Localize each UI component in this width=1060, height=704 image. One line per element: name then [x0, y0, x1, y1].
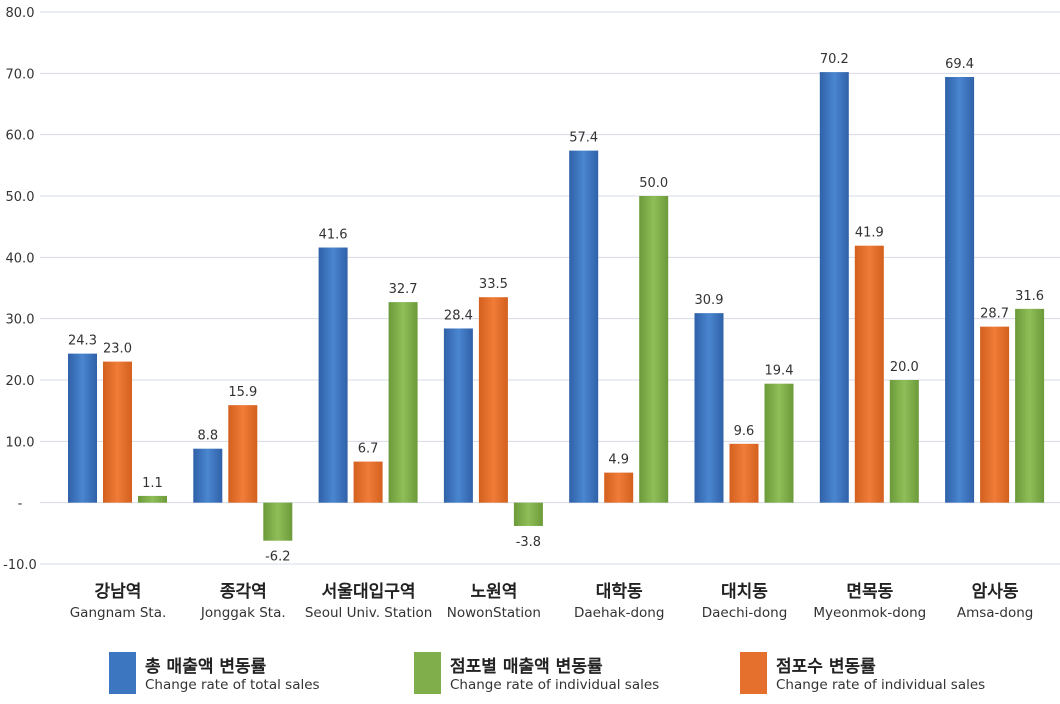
- legend-label-en: Change rate of individual sales: [450, 677, 660, 693]
- bar-chart: -10.0-10.020.030.040.050.060.070.080.0 2…: [3, 6, 1060, 621]
- data-label: 33.5: [479, 277, 508, 292]
- bar-store-count: [604, 472, 634, 503]
- bar-total-sales: [819, 72, 849, 503]
- bar-store-count: [228, 405, 258, 503]
- x-category-label: 강남역: [95, 582, 142, 602]
- legend-label-ko: 점포별 매출액 변동률: [450, 657, 603, 677]
- x-category-sublabel: Gangnam Sta.: [70, 605, 167, 621]
- bar-total-sales: [68, 353, 97, 503]
- bar-per-store-sales: [764, 383, 794, 503]
- bar-per-store-sales: [388, 302, 418, 503]
- data-label: 41.9: [855, 226, 884, 241]
- bar-total-sales: [443, 328, 473, 503]
- bar-per-store-sales: [639, 196, 669, 503]
- data-label: 8.8: [197, 429, 218, 444]
- y-tick-label: 40.0: [6, 251, 35, 266]
- data-label: 57.4: [569, 131, 598, 146]
- y-tick-label: 60.0: [6, 129, 35, 144]
- x-category-sublabel: Jonggak Sta.: [200, 605, 286, 621]
- data-label: 20.0: [890, 360, 919, 375]
- bar-per-store-sales: [138, 495, 167, 503]
- bar-per-store-sales: [263, 502, 293, 541]
- legend-label-en: Change rate of individual sales: [776, 677, 986, 693]
- x-category-sublabel: Daechi-dong: [702, 605, 788, 621]
- x-category-label: 암사동: [972, 582, 1019, 602]
- data-label: 23.0: [103, 342, 132, 357]
- data-label: 24.3: [68, 334, 97, 349]
- y-tick-label: -10.0: [3, 558, 37, 573]
- x-category-label: 종각역: [220, 582, 267, 602]
- y-tick-label: 20.0: [6, 374, 35, 389]
- data-label: 50.0: [639, 176, 668, 191]
- data-label: 1.1: [142, 476, 163, 491]
- legend-label-en: Change rate of total sales: [145, 677, 320, 693]
- data-label: 28.4: [444, 308, 473, 323]
- data-label: 70.2: [820, 52, 849, 67]
- legend-swatch-orange: [740, 652, 767, 694]
- bar-store-count: [103, 361, 132, 503]
- bar-per-store-sales: [1015, 308, 1045, 503]
- x-category-label: 노원역: [470, 582, 517, 602]
- x-category-sublabel: Daehak-dong: [574, 605, 664, 621]
- legend-swatch-blue: [109, 652, 136, 694]
- legend-label-ko: 점포수 변동률: [776, 657, 876, 677]
- y-tick-label: -: [18, 497, 23, 512]
- bar-total-sales: [694, 313, 724, 503]
- data-label: 69.4: [945, 57, 974, 72]
- y-tick-label: 80.0: [6, 6, 35, 21]
- data-label: 9.6: [734, 424, 755, 439]
- bar-store-count: [353, 461, 383, 503]
- data-label: 19.4: [765, 364, 794, 379]
- bar-per-store-sales: [889, 380, 919, 503]
- bar-total-sales: [945, 77, 975, 503]
- y-tick-label: 50.0: [6, 190, 35, 205]
- y-tick-label: 30.0: [6, 313, 35, 328]
- data-labels: 24.3 23.0 1.1 8.8 15.9 -6.2 41.6 6.7 32.7 28.4 33.…: [68, 52, 1044, 565]
- x-category-label: 대학동: [596, 582, 643, 602]
- legend-label-ko: 총 매출액 변동률: [145, 657, 267, 677]
- data-label: 32.7: [389, 282, 418, 297]
- legend: 총 매출액 변동률 Change rate of total sales 점포별…: [0, 652, 1060, 702]
- data-label: 31.6: [1015, 289, 1044, 304]
- x-axis: 강남역 Gangnam Sta. 종각역 Jonggak Sta. 서울대입구역 Seou…: [70, 582, 1034, 621]
- data-label: 41.6: [319, 228, 348, 243]
- data-label: 4.9: [608, 453, 629, 468]
- data-label: -3.8: [516, 535, 541, 550]
- bars: [68, 72, 1045, 541]
- x-category-sublabel: NowonStation: [447, 605, 541, 621]
- data-label: 30.9: [695, 293, 724, 308]
- data-label: 6.7: [358, 442, 379, 457]
- bar-store-count: [478, 297, 508, 503]
- y-tick-label: 10.0: [6, 435, 35, 450]
- bar-total-sales: [569, 150, 599, 503]
- y-tick-label: 70.0: [6, 67, 35, 82]
- bar-store-count: [729, 443, 759, 503]
- x-category-sublabel: Myeonmok-dong: [813, 605, 926, 621]
- x-category-label: 서울대입구역: [322, 582, 416, 602]
- bar-store-count: [854, 245, 884, 503]
- bar-total-sales: [318, 247, 348, 503]
- legend-swatch-green: [414, 652, 441, 694]
- data-label: -6.2: [265, 550, 290, 565]
- bar-store-count: [980, 326, 1010, 503]
- x-category-label: 면목동: [846, 582, 893, 602]
- y-axis: -10.0-10.020.030.040.050.060.070.080.0: [3, 6, 37, 573]
- data-label: 15.9: [228, 385, 257, 400]
- data-label: 28.7: [980, 307, 1009, 322]
- bar-total-sales: [193, 448, 223, 503]
- x-category-label: 대치동: [721, 582, 768, 602]
- x-category-sublabel: Amsa-dong: [957, 605, 1034, 621]
- x-category-sublabel: Seoul Univ. Station: [305, 605, 432, 621]
- bar-per-store-sales: [513, 502, 543, 526]
